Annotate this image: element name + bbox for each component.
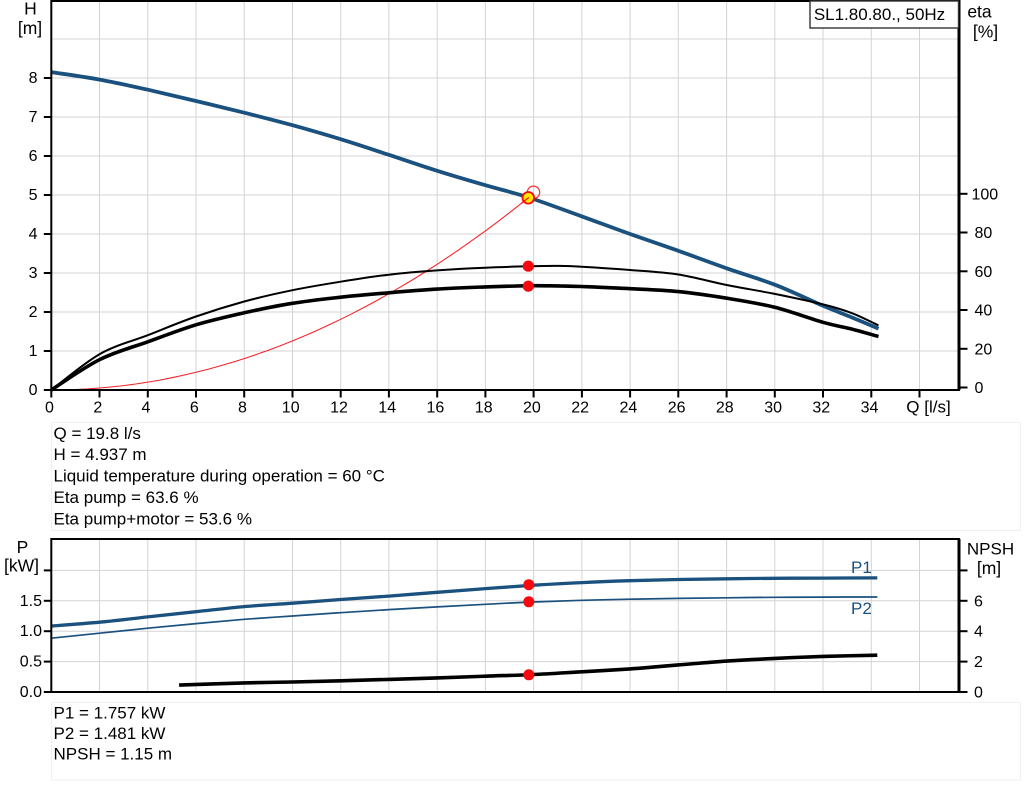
svg-text:4: 4: [142, 400, 151, 417]
svg-text:eta: eta: [967, 2, 992, 22]
svg-text:18: 18: [475, 400, 493, 417]
svg-text:5: 5: [29, 187, 38, 204]
svg-text:P: P: [17, 537, 29, 557]
svg-text:6: 6: [974, 593, 983, 610]
svg-text:0: 0: [29, 382, 38, 399]
svg-text:34: 34: [861, 400, 879, 417]
svg-text:7: 7: [29, 109, 38, 126]
svg-text:2: 2: [93, 400, 102, 417]
svg-text:26: 26: [668, 400, 686, 417]
svg-text:P1 = 1.757 kW: P1 = 1.757 kW: [54, 703, 166, 722]
svg-text:[m]: [m]: [977, 558, 1001, 578]
svg-text:1.5: 1.5: [20, 593, 42, 610]
svg-text:3: 3: [29, 265, 38, 282]
svg-text:20: 20: [975, 341, 993, 358]
svg-text:100: 100: [972, 186, 999, 203]
svg-text:6: 6: [29, 148, 38, 165]
svg-text:60: 60: [975, 264, 993, 281]
svg-text:2: 2: [974, 654, 983, 671]
svg-text:[%]: [%]: [973, 22, 998, 42]
svg-text:22: 22: [571, 400, 589, 417]
svg-text:4: 4: [974, 624, 983, 641]
svg-text:0: 0: [45, 400, 54, 417]
svg-text:12: 12: [330, 400, 348, 417]
svg-text:0.0: 0.0: [20, 684, 42, 701]
svg-text:NPSH = 1.15 m: NPSH = 1.15 m: [54, 745, 173, 764]
svg-text:H = 4.937 m: H = 4.937 m: [54, 445, 147, 464]
svg-text:8: 8: [238, 400, 247, 417]
svg-text:SL1.80.80., 50Hz: SL1.80.80., 50Hz: [814, 5, 945, 24]
svg-text:Eta pump+motor = 53.6 %: Eta pump+motor = 53.6 %: [54, 509, 252, 528]
svg-text:20: 20: [523, 400, 541, 417]
svg-text:P2: P2: [851, 599, 872, 618]
svg-text:32: 32: [812, 400, 830, 417]
svg-text:NPSH: NPSH: [967, 540, 1014, 559]
svg-text:H: H: [24, 0, 37, 19]
svg-text:6: 6: [190, 400, 199, 417]
svg-text:Liquid temperature during oper: Liquid temperature during operation = 60…: [54, 467, 385, 486]
svg-text:Eta pump = 63.6 %: Eta pump = 63.6 %: [54, 488, 199, 507]
svg-text:P2 = 1.481 kW: P2 = 1.481 kW: [54, 724, 166, 743]
svg-text:0: 0: [975, 380, 984, 397]
svg-text:1.0: 1.0: [20, 623, 42, 640]
svg-text:16: 16: [427, 400, 445, 417]
svg-text:14: 14: [378, 400, 396, 417]
svg-text:Q [l/s]: Q [l/s]: [906, 398, 950, 417]
svg-text:10: 10: [282, 400, 300, 417]
svg-text:0.5: 0.5: [20, 654, 42, 671]
svg-text:24: 24: [620, 400, 638, 417]
svg-text:2: 2: [29, 304, 38, 321]
svg-text:[m]: [m]: [18, 18, 42, 38]
svg-text:1: 1: [29, 343, 38, 360]
svg-text:[kW]: [kW]: [4, 556, 39, 576]
svg-text:0: 0: [974, 685, 983, 702]
svg-text:8: 8: [29, 70, 38, 87]
svg-text:80: 80: [975, 225, 993, 242]
svg-text:40: 40: [975, 303, 993, 320]
svg-text:30: 30: [764, 400, 782, 417]
svg-text:Q = 19.8 l/s: Q = 19.8 l/s: [54, 424, 141, 443]
svg-text:4: 4: [29, 226, 38, 243]
svg-text:28: 28: [716, 400, 734, 417]
svg-text:P1: P1: [851, 558, 872, 577]
